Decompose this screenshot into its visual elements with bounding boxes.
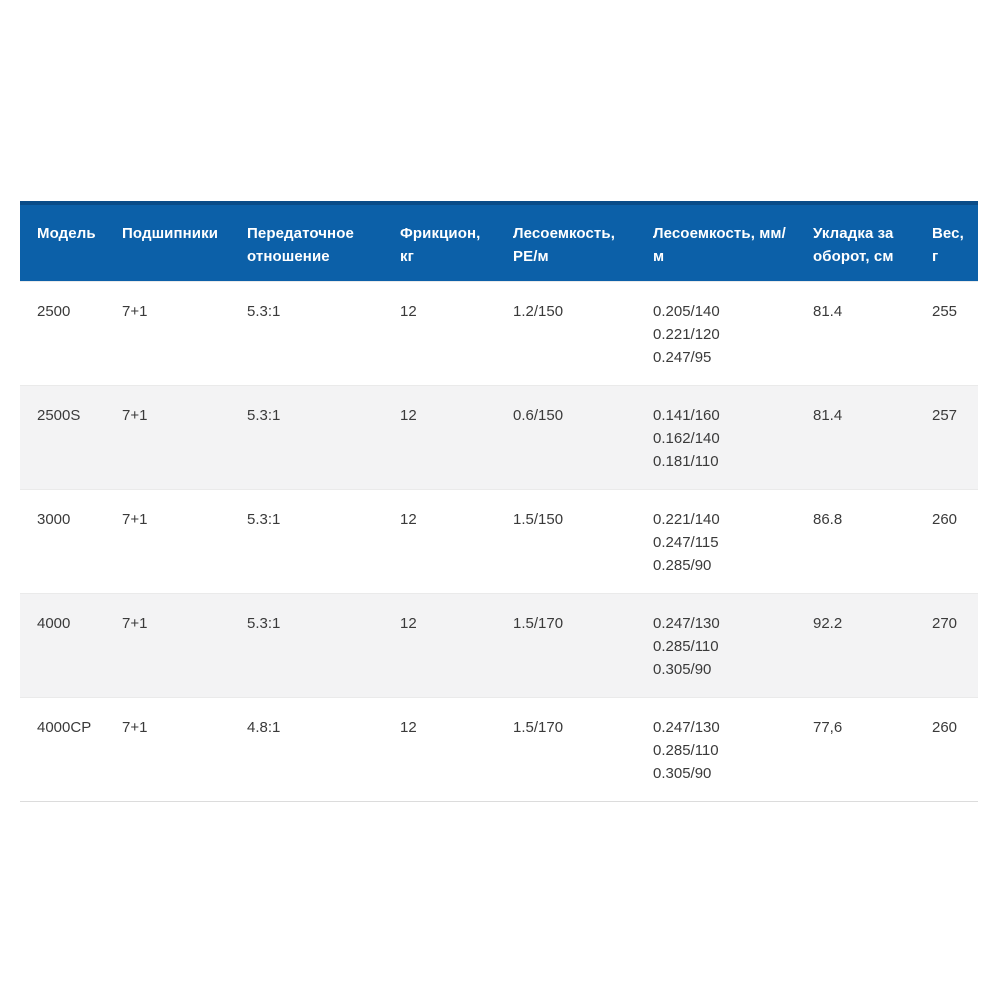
capacity-mm-line: 0.247/115 [653,534,719,551]
column-header-drag: Фрикцион, кг [400,225,481,265]
cell-retrieve: 81.4 [813,407,843,424]
column-header-capacity-mm: Лесоемкость, мм/м [653,225,786,265]
column-header-bearings: Подшипники [122,225,219,242]
column-header-capacity-pe: Лесоемкость, PE/м [513,225,615,265]
table-row: 2500 7+1 5.3:1 12 1.2/150 0.205/140 0.22… [20,281,978,385]
capacity-mm-line: 0.305/90 [653,661,712,678]
table-row: 4000CP 7+1 4.8:1 12 1.5/170 0.247/130 0.… [20,697,978,801]
cell-drag: 12 [400,407,417,424]
spec-table: Модель Подшипники Передаточное отношение… [20,201,978,802]
cell-weight: 260 [932,511,958,528]
table-row: 2500S 7+1 5.3:1 12 0.6/150 0.141/160 0.1… [20,385,978,489]
capacity-mm-line: 0.247/130 [653,719,720,736]
capacity-mm-line: 0.221/120 [653,326,720,343]
cell-model: 2500S [37,407,81,424]
column-header-weight: Вес, г [932,225,964,265]
capacity-mm-line: 0.205/140 [653,303,720,320]
cell-bearings: 7+1 [122,615,148,632]
capacity-mm-line: 0.285/110 [653,742,719,759]
cell-capacity-pe: 1.2/150 [513,303,564,320]
cell-bearings: 7+1 [122,303,148,320]
cell-capacity-mm: 0.221/140 0.247/115 0.285/90 [636,490,796,593]
cell-model: 4000CP [37,719,92,736]
cell-retrieve: 77,6 [813,719,843,736]
cell-model: 4000 [37,615,71,632]
table-row: 4000 7+1 5.3:1 12 1.5/170 0.247/130 0.28… [20,593,978,697]
cell-drag: 12 [400,615,417,632]
table-row: 3000 7+1 5.3:1 12 1.5/150 0.221/140 0.24… [20,489,978,593]
cell-gear-ratio: 4.8:1 [247,719,281,736]
cell-gear-ratio: 5.3:1 [247,615,281,632]
cell-drag: 12 [400,303,417,320]
cell-model: 2500 [37,303,71,320]
capacity-mm-line: 0.247/95 [653,349,712,366]
cell-bearings: 7+1 [122,511,148,528]
cell-bearings: 7+1 [122,407,148,424]
cell-gear-ratio: 5.3:1 [247,303,281,320]
cell-gear-ratio: 5.3:1 [247,511,281,528]
cell-weight: 260 [932,719,958,736]
cell-drag: 12 [400,511,417,528]
cell-weight: 257 [932,407,958,424]
cell-capacity-pe: 1.5/170 [513,719,564,736]
cell-capacity-pe: 0.6/150 [513,407,564,424]
capacity-mm-line: 0.285/90 [653,557,712,574]
capacity-mm-line: 0.181/110 [653,453,719,470]
cell-capacity-mm: 0.247/130 0.285/110 0.305/90 [636,698,796,801]
capacity-mm-line: 0.141/160 [653,407,720,424]
column-header-gear-ratio: Передаточное отношение [247,225,354,265]
capacity-mm-line: 0.305/90 [653,765,712,782]
cell-model: 3000 [37,511,71,528]
table-header-row: Модель Подшипники Передаточное отношение… [20,201,978,281]
cell-weight: 270 [932,615,958,632]
cell-retrieve: 92.2 [813,615,843,632]
cell-retrieve: 86.8 [813,511,843,528]
cell-capacity-mm: 0.205/140 0.221/120 0.247/95 [636,282,796,385]
capacity-mm-line: 0.221/140 [653,511,720,528]
capacity-mm-line: 0.162/140 [653,430,720,447]
cell-gear-ratio: 5.3:1 [247,407,281,424]
cell-drag: 12 [400,719,417,736]
cell-capacity-pe: 1.5/170 [513,615,564,632]
column-header-retrieve: Укладка за оборот, см [813,225,894,265]
cell-capacity-pe: 1.5/150 [513,511,564,528]
cell-capacity-mm: 0.141/160 0.162/140 0.181/110 [636,386,796,489]
cell-bearings: 7+1 [122,719,148,736]
column-header-model: Модель [37,225,96,242]
cell-capacity-mm: 0.247/130 0.285/110 0.305/90 [636,594,796,697]
cell-retrieve: 81.4 [813,303,843,320]
capacity-mm-line: 0.247/130 [653,615,720,632]
capacity-mm-line: 0.285/110 [653,638,719,655]
cell-weight: 255 [932,303,958,320]
